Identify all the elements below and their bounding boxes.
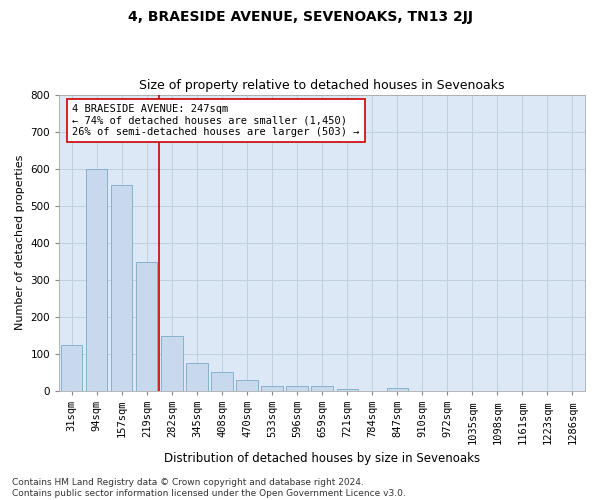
Bar bbox=[86, 168, 107, 391]
Bar bbox=[311, 386, 333, 391]
X-axis label: Distribution of detached houses by size in Sevenoaks: Distribution of detached houses by size … bbox=[164, 452, 480, 465]
Text: 4 BRAESIDE AVENUE: 247sqm
← 74% of detached houses are smaller (1,450)
26% of se: 4 BRAESIDE AVENUE: 247sqm ← 74% of detac… bbox=[72, 104, 359, 137]
Bar bbox=[286, 386, 308, 391]
Bar bbox=[386, 388, 408, 391]
Bar bbox=[61, 344, 82, 391]
Text: 4, BRAESIDE AVENUE, SEVENOAKS, TN13 2JJ: 4, BRAESIDE AVENUE, SEVENOAKS, TN13 2JJ bbox=[128, 10, 473, 24]
Title: Size of property relative to detached houses in Sevenoaks: Size of property relative to detached ho… bbox=[139, 79, 505, 92]
Bar bbox=[236, 380, 257, 391]
Bar bbox=[111, 184, 133, 391]
Text: Contains HM Land Registry data © Crown copyright and database right 2024.
Contai: Contains HM Land Registry data © Crown c… bbox=[12, 478, 406, 498]
Bar bbox=[262, 386, 283, 391]
Bar bbox=[337, 388, 358, 391]
Bar bbox=[186, 363, 208, 391]
Bar bbox=[136, 262, 157, 391]
Y-axis label: Number of detached properties: Number of detached properties bbox=[15, 155, 25, 330]
Bar bbox=[211, 372, 233, 391]
Bar bbox=[161, 336, 182, 391]
